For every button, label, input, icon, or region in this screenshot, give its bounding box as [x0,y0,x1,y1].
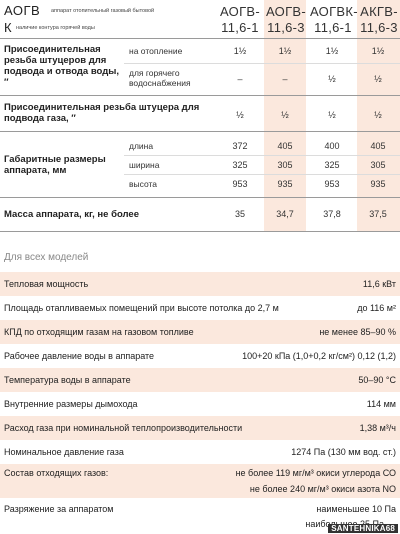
height-value-1: 953 [232,179,248,189]
watermark: SANTEHNIKA68 [328,524,398,533]
width-value-4: 305 [370,160,386,170]
spec-row: КПД по отходящим газам на газовом топлив… [0,320,400,344]
gas-thread-value-1: ½ [236,110,244,120]
hot-water-value-4: ½ [374,74,382,84]
length-value-2: 405 [277,141,293,151]
heating-value-3: 1½ [325,46,339,56]
height-value-3: 953 [324,179,340,189]
spec-label: Температура воды в аппарате [4,375,131,385]
gas-thread-value-4: ½ [374,110,382,120]
legend-k-description: наличие контура горячей воды [16,25,95,31]
header-divider [0,38,400,39]
spec-row: Расход газа при номинальной теплопроизво… [0,416,400,440]
hot-water-value-1: – [237,74,243,84]
section-title-all-models: Для всех моделей [4,252,89,263]
mass-label: Масса аппарата, кг, не более [4,209,139,220]
width-value-1: 325 [232,160,248,170]
gas-thread-value-3: ½ [328,110,336,120]
spec-label: Номинальное давление газа [4,447,124,457]
spec-row: Температура воды в аппарате 50–90 °С [0,368,400,392]
hot-water-value-2: – [282,74,288,84]
spec-label: Рабочее давление воды в аппарате [4,351,155,361]
hot-water-sublabel: для горячего водоснабжения [129,68,191,88]
hot-water-value-3: ½ [328,74,336,84]
height-sublabel: высота [129,179,158,189]
row-divider [0,197,400,198]
mass-value-2: 34,7 [276,209,294,219]
length-sublabel: длина [129,141,154,151]
mass-value-1: 35 [234,209,245,219]
heating-value-4: 1½ [371,46,385,56]
dimensions-label: Габаритные размеры аппарата, мм [4,154,106,176]
spec-row: Состав отходящих газов: не более 119 мг/… [0,464,400,498]
subrow-divider [124,155,400,156]
heating-value-1: 1½ [233,46,247,56]
spec-row: Рабочее давление воды в аппарате 100+20 … [0,344,400,368]
spec-value: 114 мм [366,399,396,409]
spec-value: наименьшее 10 Па [316,504,396,514]
mass-value-4: 37,5 [369,209,387,219]
spec-value: 1274 Па (130 мм вод. ст.) [291,447,396,457]
table-bottom-divider [0,231,400,232]
spec-value: до 116 м² [357,303,396,313]
legend-title: АОГВ [4,3,41,18]
spec-label: Расход газа при номинальной теплопроизво… [4,423,243,433]
spec-value: 1,38 м³/ч [359,423,396,433]
length-value-4: 405 [370,141,386,151]
length-value-3: 400 [324,141,340,151]
legend-title-description: аппарат отопительный газовый бытовой [51,8,155,14]
spec-row: Площадь отапливаемых помещений при высот… [0,296,400,320]
spec-value: 100+20 кПа (1,0+0,2 кг/см²) 0,12 (1,2) [242,351,396,361]
row-divider [0,131,400,132]
model-header-4: АКГВ- 11,6-3 [360,4,398,35]
spec-value: не более 240 мг/м³ окиси азота NO [249,484,396,494]
length-value-1: 372 [232,141,248,151]
spec-value: не менее 85–90 % [319,327,396,337]
height-value-4: 935 [370,179,386,189]
model-header-1: АОГВ- 11,6-1 [219,4,261,35]
spec-label: Тепловая мощность [4,279,89,289]
subrow-divider [124,174,400,175]
spec-value: 50–90 °С [358,375,396,385]
model-header-2: АОГВ- 11,6-3 [265,4,307,35]
width-value-2: 305 [277,160,293,170]
spec-label: Состав отходящих газов: [4,468,109,478]
spec-value: не более 119 мг/м³ окиси углерода СО [235,468,396,478]
spec-label: Разряжение за аппаратом [4,504,114,514]
subrow-divider [124,63,400,64]
model-header-3: АОГВК- 11,6-1 [310,4,358,35]
gas-thread-label: Присоединительная резьба штуцера для под… [4,102,200,124]
row-divider [0,95,400,96]
spec-label: Площадь отапливаемых помещений при высот… [4,303,279,313]
gas-thread-value-2: ½ [281,110,289,120]
heating-value-2: 1½ [278,46,292,56]
spec-value: 11,6 кВт [362,279,396,289]
width-sublabel: ширина [129,160,160,170]
heating-sublabel: на отопление [129,46,183,56]
spec-label: Внутренние размеры дымохода [4,399,138,409]
legend-k-letter: К [4,20,12,35]
water-thread-label: Присоединительная резьба штуцеров для по… [4,44,120,88]
spec-row: Внутренние размеры дымохода 114 мм [0,392,400,416]
height-value-2: 935 [277,179,293,189]
mass-value-3: 37,8 [323,209,341,219]
spec-row: Номинальное давление газа 1274 Па (130 м… [0,440,400,464]
spec-label: КПД по отходящим газам на газовом топлив… [4,327,194,337]
spec-row: Тепловая мощность 11,6 кВт [0,272,400,296]
width-value-3: 325 [324,160,340,170]
